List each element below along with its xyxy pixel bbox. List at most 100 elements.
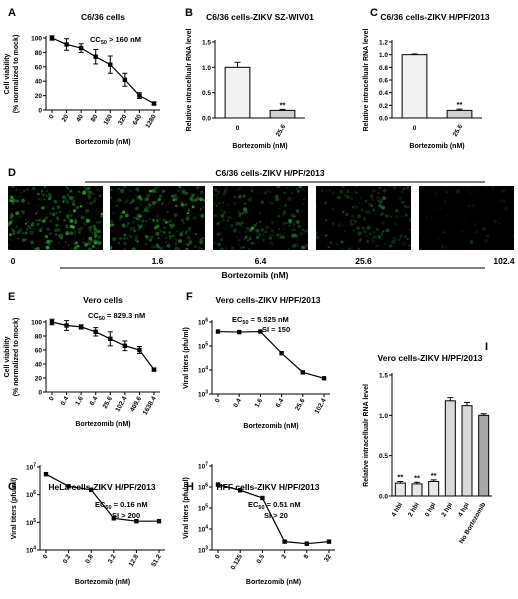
bar <box>478 414 490 497</box>
spot <box>167 241 169 243</box>
spot <box>215 189 218 192</box>
spot <box>133 229 137 233</box>
data-point <box>49 35 55 41</box>
spot <box>469 192 472 195</box>
spot <box>186 235 191 240</box>
spot <box>177 195 180 198</box>
spot <box>47 242 51 246</box>
spot <box>269 241 274 245</box>
panel-title: Vero cells <box>83 295 123 305</box>
panel-g: G HeLa cells-ZIKV H/PF/2013 EC50 = 0.16 nM… <box>8 463 165 586</box>
spot <box>174 242 177 245</box>
x-tick-label: 32 <box>323 553 333 563</box>
spot <box>128 234 131 236</box>
spot <box>185 247 189 250</box>
spot <box>241 212 243 215</box>
spot <box>177 239 182 244</box>
y-tick-label: 107 <box>198 462 208 471</box>
spot <box>222 218 225 222</box>
spot <box>151 189 156 193</box>
spot <box>262 238 265 241</box>
spot <box>18 215 22 219</box>
spot <box>160 234 163 237</box>
spot <box>400 214 404 218</box>
spot <box>363 219 366 222</box>
spot <box>371 188 376 193</box>
spot <box>467 204 471 208</box>
spot <box>246 198 249 201</box>
spot <box>146 209 150 213</box>
spot <box>227 215 232 220</box>
spot <box>134 216 138 220</box>
spot <box>64 198 68 202</box>
spot <box>248 236 252 241</box>
spot <box>263 191 268 195</box>
spot <box>349 246 354 250</box>
spot <box>323 201 328 205</box>
spot <box>357 231 362 236</box>
spot <box>281 227 285 231</box>
spot <box>404 225 407 228</box>
spot <box>88 238 92 242</box>
spot <box>335 242 338 245</box>
spot <box>404 200 406 203</box>
spot <box>325 190 328 193</box>
data-point <box>215 482 221 487</box>
spot <box>444 200 447 203</box>
bar <box>428 480 440 497</box>
spot <box>259 212 262 215</box>
spot <box>213 203 215 206</box>
spot <box>162 218 166 223</box>
x-tick-label: 4 hbi <box>390 501 404 518</box>
spot <box>255 229 259 233</box>
spot <box>158 217 161 221</box>
spot <box>203 198 205 202</box>
y-tick-label: 103 <box>198 390 208 399</box>
spot <box>219 232 223 236</box>
spot <box>116 187 120 191</box>
spot <box>123 233 127 237</box>
spot <box>15 225 18 228</box>
spot <box>110 220 114 224</box>
x-axis-label: Bortezomib (nM) <box>75 579 130 586</box>
spot <box>490 186 494 191</box>
spot <box>283 203 288 208</box>
spot <box>190 196 194 200</box>
spot <box>320 233 324 236</box>
spot <box>45 195 48 197</box>
spot <box>250 226 255 231</box>
spot <box>193 198 197 203</box>
spot <box>360 197 362 199</box>
spot <box>389 215 393 218</box>
spot <box>332 210 336 213</box>
spot <box>343 230 346 233</box>
spot <box>85 218 90 223</box>
x-tick-label: 8 <box>303 553 311 560</box>
x-axis-label: Bortezomib (nM) <box>246 579 301 586</box>
spot <box>217 242 221 247</box>
spot <box>117 241 120 245</box>
spot <box>441 246 445 250</box>
spot <box>77 231 81 234</box>
spot <box>157 224 160 228</box>
data-point <box>134 518 139 524</box>
data-point <box>108 62 113 67</box>
x-tick-label: 0.5 <box>256 553 267 565</box>
spot <box>159 246 164 250</box>
spot <box>336 196 338 199</box>
spot <box>85 208 90 213</box>
spot <box>98 194 102 198</box>
spot <box>288 224 291 227</box>
spot <box>401 187 405 191</box>
data-point <box>300 370 305 375</box>
spot <box>497 221 501 225</box>
spot <box>79 205 83 208</box>
spot <box>163 190 166 193</box>
spot <box>295 209 300 213</box>
spot <box>351 206 355 209</box>
x-tick-label: 6.4 <box>89 395 100 407</box>
spot <box>22 198 25 201</box>
spot <box>409 228 411 231</box>
panel-label: I <box>485 341 488 353</box>
spot <box>185 232 187 234</box>
